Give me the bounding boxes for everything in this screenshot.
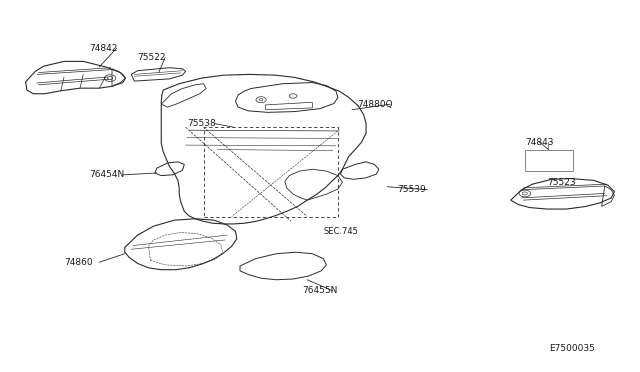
Text: E7500035: E7500035 [549, 344, 595, 353]
Text: 75538: 75538 [187, 119, 216, 128]
Text: 75522: 75522 [138, 53, 166, 62]
Text: 75523: 75523 [547, 178, 576, 187]
Text: 74860: 74860 [64, 258, 93, 267]
Text: 74880Q: 74880Q [357, 100, 393, 109]
Text: 74842: 74842 [90, 44, 118, 53]
Text: 74843: 74843 [525, 138, 554, 147]
Text: 76454N: 76454N [90, 170, 125, 179]
Text: 75539: 75539 [397, 185, 426, 194]
Text: SEC.745: SEC.745 [323, 227, 358, 236]
Text: 76455N: 76455N [302, 286, 337, 295]
